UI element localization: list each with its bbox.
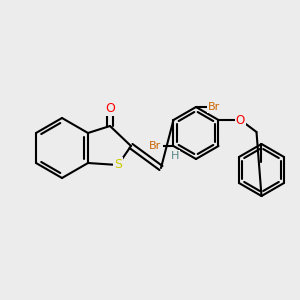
Text: Br: Br: [149, 141, 162, 151]
Text: S: S: [114, 158, 122, 172]
Text: Br: Br: [208, 102, 220, 112]
Text: H: H: [171, 151, 179, 161]
Text: O: O: [236, 113, 245, 127]
Text: O: O: [105, 101, 115, 115]
